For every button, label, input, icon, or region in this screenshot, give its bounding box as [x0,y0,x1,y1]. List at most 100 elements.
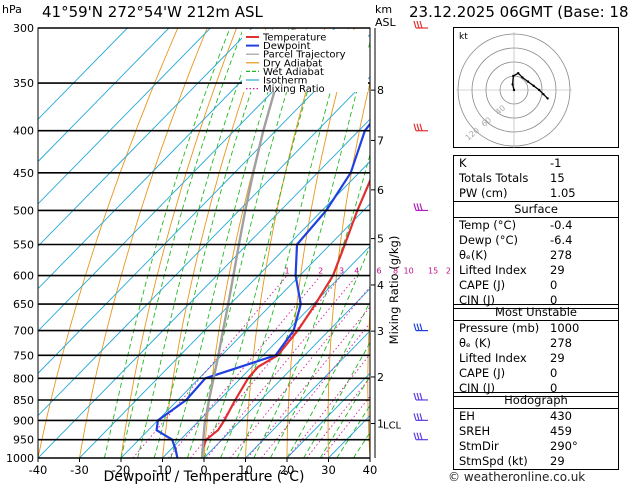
row-value: -6.4 [550,233,573,247]
row-value: 278 [550,336,572,350]
row-value: 29 [550,454,565,468]
legend-entry: Dewpoint [263,41,311,52]
section-body: EH 430 SREH 459 StmDir 290° StmSpd (kt) 29 [454,408,618,469]
row-value: -1 [550,156,562,170]
row-value: 29 [550,263,565,277]
row-label: Pressure (mb) [459,321,540,335]
pressure-tick-label: 750 [13,349,34,362]
legend-background [242,30,368,92]
wet-adiabat [103,28,231,458]
pressure-tick-label: 950 [13,434,34,447]
pressure-tick-label: 450 [13,167,34,180]
row-value: 1000 [550,321,580,335]
hodograph-point [511,83,514,86]
km-tick-label: 4 [377,279,384,292]
row-label: EH [459,409,475,423]
table-row: StmSpd (kt) 29 [454,454,618,469]
isotherm [38,28,170,163]
hodograph-point [532,84,535,87]
row-label: StmDir [459,439,499,453]
table-row: CIN (J) 0 [454,381,618,396]
pressure-tick-label: 700 [13,325,34,338]
legend-entry: Dry Adiabat [263,58,322,69]
row-value: 1.05 [550,186,576,200]
row-label: PW (cm) [459,186,508,200]
legend-entry: Temperature [262,33,326,44]
row-value: 459 [550,424,572,438]
table-row: Dewp (°C) -6.4 [454,233,618,248]
wind-barb-flag [413,432,417,440]
wet-adiabat [170,28,290,458]
mixing-ratio-line [287,353,370,458]
wind-barb-flag [413,203,417,211]
isotherm [79,160,370,458]
km-tick-label: 2 [377,371,384,384]
mixing-ratio-label: 2 [318,267,323,276]
credit-text: © weatheronline.co.uk [448,470,586,484]
hodograph-point [526,80,530,83]
mixing-ratio-label: 6 [377,267,382,276]
km-label: km ASL [375,3,397,29]
pressure-tick-label: 900 [13,414,34,427]
table-row: Lifted Index 29 [454,263,618,278]
row-label: θₑ(K) [459,248,488,262]
isotherm [38,28,336,332]
table-row: θₑ (K) 278 [454,336,618,351]
x-tick-label: -20 [112,463,131,477]
row-value: 0 [550,366,558,380]
row-label: SREH [459,424,491,438]
skewt-diagram: 3003504004505005506006507007508008509009… [2,3,450,485]
table-row: StmDir 290° [454,439,618,454]
wet-adiabat [319,375,370,458]
wind-barb-flag [419,432,423,440]
x-tick-label: 0 [200,463,207,477]
row-value: 15 [550,171,565,185]
km-tick-label: 6 [377,184,384,197]
pressure-tick-label: 400 [13,125,34,138]
row-label: CIN (J) [459,381,496,395]
x-tick-label: -40 [29,463,48,477]
wind-barb-flag [413,123,417,131]
row-label: K [459,156,467,170]
pressure-tick-label: 300 [13,22,34,35]
isotherm [38,76,370,417]
wind-barb-flag [419,20,423,29]
pressure-tick-label: 650 [13,298,34,311]
pressure-tick-label: 1000 [6,452,34,465]
wind-barb-flag [416,432,420,440]
km-label-line1: km [375,3,392,16]
table-row: PW (cm) 1.05 [454,186,618,201]
mixing-ratio-label: 15 [428,267,438,276]
x-tick-label: 30 [321,463,336,477]
row-label: Lifted Index [459,351,527,365]
mixing-ratio-axis-title: Mixing Ratio (g/kg) [387,236,401,345]
row-value: -0.4 [550,218,573,232]
pressure-tick-label: 800 [13,372,34,385]
mixing-ratio-label: 20 [446,267,450,276]
wind-barb-flag [419,123,423,131]
wet-adiabat [336,404,370,458]
hodograph-point [512,74,515,78]
x-tick-label: 10 [238,463,253,477]
pressure-tick-label: 550 [13,239,34,252]
table-row: Totals Totals 15 [454,171,618,186]
wind-barb-flag [416,203,420,211]
km-tick-label: 3 [377,325,384,338]
table-row: CAPE (J) 0 [454,366,618,381]
wet-adiabat [120,28,245,458]
wind-barb-flag [413,20,417,29]
wind-barb-flag [416,413,420,421]
lcl-label: LCL [383,420,402,431]
dry-adiabat [120,28,238,458]
wind-barb-flag [416,392,420,401]
hodograph-point [546,97,549,100]
row-value: 0 [550,381,558,395]
row-label: CIN (J) [459,293,496,307]
hodograph-point [542,93,545,96]
wind-barb-flag [416,123,420,131]
pressure-tick-label: 500 [13,204,34,217]
wet-adiabat [286,300,370,458]
mixing-ratio-line [168,275,322,458]
wet-adiabat [303,341,370,458]
